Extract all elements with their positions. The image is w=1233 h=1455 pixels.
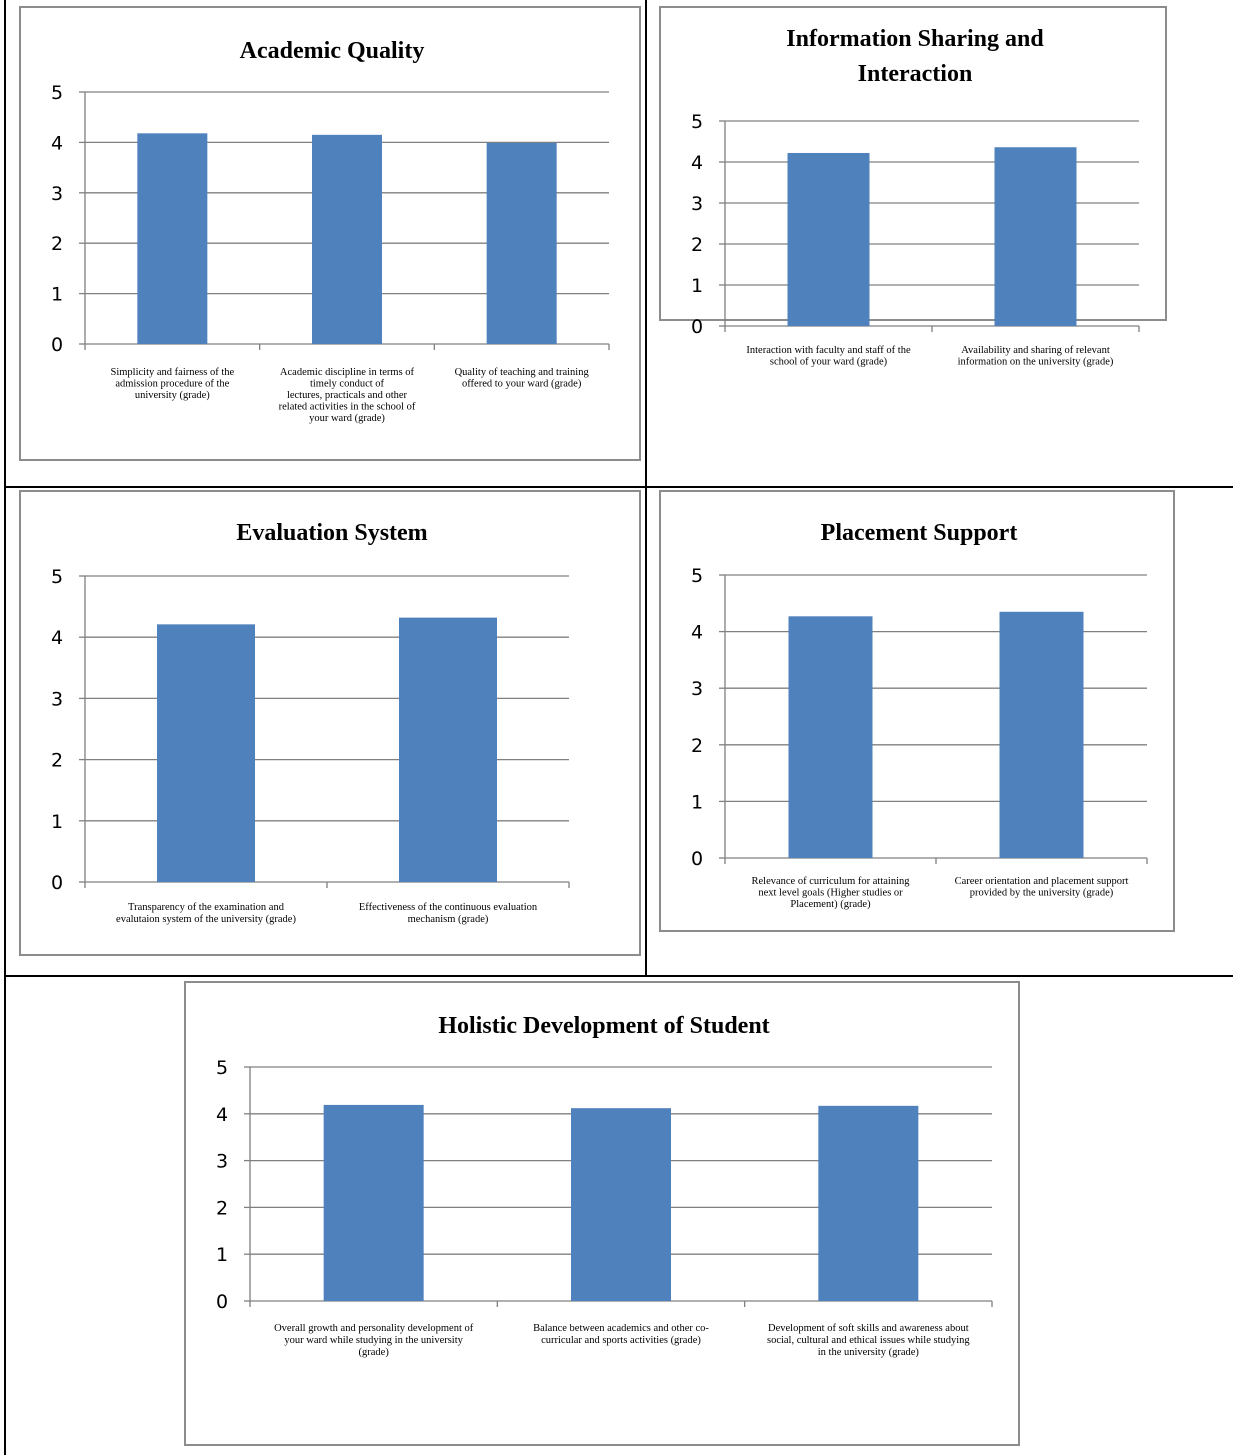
y-tick-label: 1 bbox=[216, 1244, 228, 1266]
x-category-label: Quality of teaching and training bbox=[455, 367, 590, 378]
y-tick-label: 3 bbox=[691, 193, 703, 215]
table-border-left bbox=[4, 0, 6, 1455]
x-category-label: information on the university (grade) bbox=[958, 357, 1114, 368]
table-border-row2 bbox=[4, 975, 1233, 977]
bar bbox=[789, 616, 873, 858]
chart-title: Interaction bbox=[858, 61, 973, 87]
bar bbox=[1000, 612, 1084, 858]
chart-panel-holistic-development: Holistic Development of Student 0 1 2 3 4 5 Ove… bbox=[184, 981, 1020, 1446]
y-tick-label: 1 bbox=[691, 791, 703, 813]
y-tick-label: 2 bbox=[51, 233, 63, 255]
chart-group: Evaluation System 0 1 2 3 4 5 Transparency of t… bbox=[51, 520, 569, 925]
x-category-label: Career orientation and placement support bbox=[955, 876, 1129, 887]
chart-panel-placement-support: Placement Support 0 1 2 3 4 5 Relevance of curr… bbox=[659, 490, 1175, 932]
x-category-label: related activities in the school of bbox=[279, 402, 416, 413]
y-tick-label: 4 bbox=[51, 627, 63, 649]
chart-holistic-development: Holistic Development of Student 0 1 2 3 4 5 Ove… bbox=[186, 983, 1022, 1448]
x-category-label: Relevance of curriculum for attaining bbox=[751, 876, 910, 887]
y-tick-label: 1 bbox=[51, 811, 63, 833]
y-tick-label: 4 bbox=[691, 152, 703, 174]
y-tick-label: 0 bbox=[216, 1291, 228, 1313]
x-category-label: provided by the university (grade) bbox=[970, 888, 1114, 899]
x-category-label: social, cultural and ethical issues whil… bbox=[767, 1335, 970, 1346]
y-tick-label: 5 bbox=[216, 1057, 228, 1079]
y-tick-label: 4 bbox=[216, 1104, 228, 1126]
x-category-label: timely conduct of bbox=[310, 379, 385, 390]
x-category-label: Simplicity and fairness of the bbox=[111, 367, 235, 378]
bar bbox=[788, 153, 870, 326]
y-tick-label: 4 bbox=[691, 622, 703, 644]
y-tick-label: 2 bbox=[216, 1197, 228, 1219]
x-category-label: Effectiveness of the continuous evaluati… bbox=[359, 902, 538, 913]
x-category-label: (grade) bbox=[359, 1347, 390, 1358]
x-category-label: Placement) (grade) bbox=[790, 899, 871, 910]
bar bbox=[995, 147, 1077, 326]
chart-title: Holistic Development of Student bbox=[438, 1013, 769, 1039]
bar bbox=[571, 1108, 671, 1301]
x-category-label: your ward (grade) bbox=[309, 413, 385, 424]
chart-group: Academic Quality 0 1 2 3 4 5 Simplicity and fai… bbox=[51, 38, 609, 424]
x-category-label: your ward while studying in the universi… bbox=[284, 1335, 463, 1346]
y-tick-label: 5 bbox=[51, 82, 63, 104]
chart-title: Academic Quality bbox=[240, 38, 425, 64]
chart-panel-evaluation-system: Evaluation System 0 1 2 3 4 5 Transparency of t… bbox=[19, 490, 641, 956]
x-category-label: evalutaion system of the university (gra… bbox=[116, 914, 296, 925]
y-tick-label: 0 bbox=[691, 848, 703, 870]
chart-information-sharing: Information Sharing andInteraction012345… bbox=[661, 8, 1169, 323]
chart-placement-support: Placement Support 0 1 2 3 4 5 Relevance of curr… bbox=[661, 492, 1177, 934]
chart-group: Holistic Development of Student 0 1 2 3 4 5 Ove… bbox=[216, 1013, 992, 1358]
y-tick-label: 5 bbox=[691, 111, 703, 133]
bar bbox=[818, 1106, 918, 1301]
y-tick-label: 3 bbox=[691, 678, 703, 700]
y-tick-label: 5 bbox=[51, 566, 63, 588]
y-tick-label: 1 bbox=[691, 275, 703, 297]
chart-group: Placement Support 0 1 2 3 4 5 Relevance of curr… bbox=[691, 520, 1147, 910]
x-category-label: Availability and sharing of relevant bbox=[961, 345, 1110, 356]
y-tick-label: 3 bbox=[51, 183, 63, 205]
chart-panel-academic-quality: Academic Quality 0 1 2 3 4 5 Simplicity and fai… bbox=[19, 6, 641, 461]
y-tick-label: 0 bbox=[51, 872, 63, 894]
table-border-row1 bbox=[4, 486, 1233, 488]
y-tick-label: 2 bbox=[51, 750, 63, 772]
x-category-label: university (grade) bbox=[135, 390, 210, 401]
y-tick-label: 3 bbox=[51, 688, 63, 710]
chart-evaluation-system: Evaluation System 0 1 2 3 4 5 Transparency of t… bbox=[21, 492, 643, 958]
chart-title: Placement Support bbox=[821, 520, 1018, 546]
chart-academic-quality: Academic Quality 0 1 2 3 4 5 Simplicity and fai… bbox=[21, 8, 643, 463]
bar bbox=[312, 135, 382, 344]
x-category-label: Overall growth and personality developme… bbox=[274, 1323, 474, 1334]
y-tick-label: 0 bbox=[691, 316, 703, 338]
bar bbox=[399, 618, 497, 882]
x-category-label: Development of soft skills and awareness… bbox=[768, 1323, 969, 1334]
bar bbox=[324, 1105, 424, 1301]
x-category-label: Academic discipline in terms of bbox=[280, 367, 415, 378]
x-category-label: mechanism (grade) bbox=[408, 914, 489, 925]
x-category-label: next level goals (Higher studies or bbox=[758, 888, 903, 899]
y-tick-label: 1 bbox=[51, 284, 63, 306]
bar bbox=[137, 133, 207, 344]
y-tick-label: 5 bbox=[691, 565, 703, 587]
chart-panel-information-sharing: Information Sharing and Interaction 0 1 2 3 4 5… bbox=[659, 6, 1167, 321]
x-category-label: in the university (grade) bbox=[818, 1347, 920, 1358]
x-category-label: curricular and sports activities (grade) bbox=[541, 1335, 701, 1346]
y-tick-label: 4 bbox=[51, 132, 63, 154]
y-tick-label: 3 bbox=[216, 1151, 228, 1173]
x-category-label: Interaction with faculty and staff of th… bbox=[746, 345, 911, 356]
table-border-middle bbox=[645, 0, 647, 976]
x-category-label: admission procedure of the bbox=[115, 379, 229, 390]
x-category-label: Balance between academics and other co- bbox=[533, 1323, 709, 1334]
y-tick-label: 0 bbox=[51, 334, 63, 356]
x-category-label: lectures, practicals and other bbox=[287, 390, 408, 401]
x-category-label: school of your ward (grade) bbox=[770, 357, 888, 368]
x-category-label: offered to your ward (grade) bbox=[462, 379, 582, 390]
y-tick-label: 2 bbox=[691, 735, 703, 757]
chart-title: Evaluation System bbox=[236, 520, 427, 546]
bar bbox=[487, 143, 557, 344]
y-tick-label: 2 bbox=[691, 234, 703, 256]
chart-group: Information Sharing and Interaction 0 1 2 3 4 5… bbox=[691, 26, 1139, 368]
x-category-label: Transparency of the examination and bbox=[128, 902, 285, 913]
chart-title: Information Sharing and bbox=[786, 26, 1044, 52]
bar bbox=[157, 624, 255, 882]
